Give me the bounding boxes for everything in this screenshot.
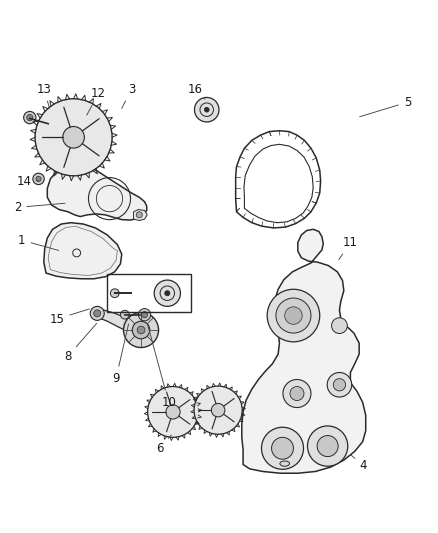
Circle shape bbox=[137, 326, 145, 334]
Polygon shape bbox=[242, 229, 366, 473]
Circle shape bbox=[212, 403, 225, 417]
Text: 15: 15 bbox=[49, 309, 89, 326]
Polygon shape bbox=[134, 209, 147, 221]
Circle shape bbox=[317, 435, 338, 457]
Text: 1: 1 bbox=[18, 233, 59, 251]
Circle shape bbox=[166, 405, 180, 419]
Circle shape bbox=[124, 312, 159, 348]
Text: 6: 6 bbox=[156, 435, 171, 455]
Text: 10: 10 bbox=[148, 324, 176, 409]
Circle shape bbox=[27, 115, 33, 120]
Text: 2: 2 bbox=[14, 201, 65, 214]
Circle shape bbox=[63, 126, 85, 148]
Text: 8: 8 bbox=[64, 324, 97, 363]
Text: 16: 16 bbox=[187, 83, 205, 99]
Circle shape bbox=[290, 386, 304, 400]
Circle shape bbox=[194, 386, 242, 434]
Circle shape bbox=[272, 437, 293, 459]
Circle shape bbox=[33, 173, 44, 184]
Polygon shape bbox=[47, 164, 147, 220]
Circle shape bbox=[276, 298, 311, 333]
Circle shape bbox=[194, 98, 219, 122]
Circle shape bbox=[36, 176, 41, 182]
Circle shape bbox=[110, 289, 119, 297]
Text: 4: 4 bbox=[350, 455, 367, 472]
Text: 11: 11 bbox=[339, 236, 358, 260]
Circle shape bbox=[327, 373, 352, 397]
Text: 13: 13 bbox=[36, 83, 51, 108]
Circle shape bbox=[24, 111, 36, 124]
Text: 3: 3 bbox=[122, 83, 135, 109]
Polygon shape bbox=[44, 223, 122, 279]
Circle shape bbox=[90, 306, 104, 320]
Circle shape bbox=[307, 426, 348, 466]
Circle shape bbox=[267, 289, 320, 342]
Circle shape bbox=[285, 307, 302, 324]
Circle shape bbox=[141, 312, 148, 318]
Circle shape bbox=[154, 280, 180, 306]
Circle shape bbox=[120, 310, 129, 319]
Circle shape bbox=[136, 212, 142, 218]
Text: 9: 9 bbox=[112, 324, 129, 385]
Circle shape bbox=[204, 107, 209, 112]
Circle shape bbox=[261, 427, 304, 469]
Circle shape bbox=[94, 310, 101, 317]
Circle shape bbox=[148, 386, 198, 437]
Circle shape bbox=[165, 290, 170, 296]
Circle shape bbox=[283, 379, 311, 408]
Text: 14: 14 bbox=[17, 175, 38, 188]
Ellipse shape bbox=[280, 461, 290, 466]
Bar bbox=[107, 274, 191, 312]
Circle shape bbox=[333, 378, 346, 391]
Circle shape bbox=[132, 321, 150, 339]
Polygon shape bbox=[95, 310, 139, 333]
Circle shape bbox=[138, 309, 151, 321]
Text: 5: 5 bbox=[360, 96, 411, 117]
Circle shape bbox=[332, 318, 347, 334]
Text: 12: 12 bbox=[87, 87, 106, 115]
Circle shape bbox=[35, 99, 112, 176]
